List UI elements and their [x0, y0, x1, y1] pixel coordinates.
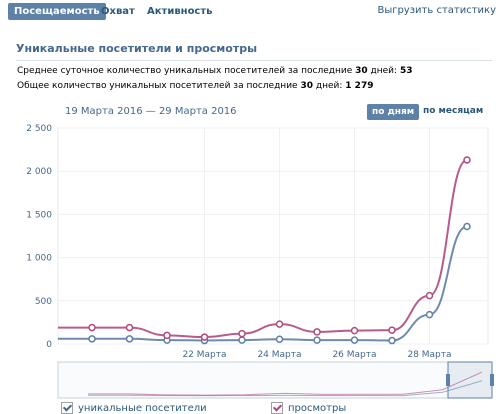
data-point-views — [125, 323, 134, 332]
data-point-views — [350, 326, 359, 335]
avg-visitors-line: Среднее суточное количество уникальных п… — [17, 66, 412, 76]
chart-grid — [57, 127, 489, 345]
avg-mid: дней: — [370, 66, 398, 76]
total-days: 30 — [300, 81, 313, 91]
y-tick-label: 2 000 — [26, 167, 52, 177]
legend-views-label: просмотры — [288, 402, 347, 414]
data-point-visitors — [388, 336, 396, 345]
y-tick-label: 2 500 — [26, 124, 52, 134]
x-tick-label: 28 Марта — [407, 350, 451, 360]
x-tick-label: 22 Марта — [182, 350, 226, 360]
y-tick-label: 0 — [46, 340, 52, 350]
date-range[interactable]: 19 Марта 2016 — 29 Марта 2016 — [65, 106, 237, 117]
data-point-views — [388, 326, 396, 334]
data-point-visitors — [238, 336, 246, 344]
total-label: Общее количество уникальных посетителей … — [17, 81, 298, 91]
plot-area — [57, 127, 489, 345]
series-line-views — [58, 159, 468, 339]
data-point-visitors — [88, 335, 96, 343]
x-tick-label: 26 Марта — [332, 350, 376, 360]
data-point-views — [88, 323, 96, 332]
checkbox-icon[interactable] — [61, 402, 73, 414]
data-point-visitors — [425, 310, 434, 319]
total-mid: дней: — [315, 81, 343, 91]
x-axis-ticks: 22 Марта 24 Марта 26 Марта 28 Марта — [182, 350, 451, 360]
data-point-views — [425, 291, 434, 300]
data-point-visitors — [350, 336, 359, 344]
data-point-views — [275, 320, 284, 328]
data-point-visitors — [463, 222, 471, 231]
navigator-handle-right — [490, 374, 494, 386]
legend-visitors[interactable]: уникальные посетители — [61, 402, 207, 414]
total-visitors-line: Общее количество уникальных посетителей … — [17, 81, 373, 91]
avg-label: Среднее суточное количество уникальных п… — [17, 66, 353, 76]
by-days-button[interactable]: по дням — [367, 104, 420, 120]
section-title: Уникальные посетители и просмотры — [16, 42, 492, 61]
data-point-views — [313, 328, 321, 336]
data-point-views — [238, 329, 246, 338]
data-point-views — [463, 156, 471, 164]
avg-days: 30 — [355, 66, 368, 76]
data-point-visitors — [275, 335, 284, 343]
tab-activity[interactable]: Активность — [147, 6, 213, 17]
legend-visitors-label: уникальные посетители — [78, 402, 207, 414]
data-point-views — [163, 331, 171, 340]
total-value: 1 279 — [345, 81, 374, 91]
y-tick-label: 1 500 — [26, 210, 52, 220]
legend-views[interactable]: просмотры — [271, 402, 346, 414]
chart-series — [58, 156, 471, 345]
line-chart: 0 500 1 000 1 500 2 000 2 500 22 Марта 24 Март… — [26, 124, 494, 399]
y-axis-ticks: 0 500 1 000 1 500 2 000 2 500 — [26, 124, 52, 350]
export-stats-link[interactable]: Выгрузить статистику — [377, 5, 496, 16]
by-months-button[interactable]: по месяцам — [423, 106, 484, 116]
range-navigator[interactable] — [57, 361, 494, 399]
navigator-frame — [57, 361, 493, 399]
data-point-visitors — [125, 335, 134, 343]
data-point-views — [200, 333, 209, 341]
y-tick-label: 500 — [35, 297, 52, 307]
x-tick-label: 24 Марта — [257, 350, 301, 360]
navigator-line-visitors — [88, 380, 483, 397]
data-point-visitors — [313, 336, 321, 344]
tab-attendance[interactable]: Посещаемость — [8, 3, 106, 20]
y-tick-label: 1 000 — [26, 254, 52, 264]
navigator-handle-left — [446, 374, 450, 386]
navigator-selection — [447, 361, 493, 399]
tab-reach[interactable]: Охват — [101, 6, 135, 17]
tabs-bar: Посещаемость Охват Активность Выгрузить … — [0, 0, 500, 26]
navigator-line-views — [88, 371, 483, 396]
checkbox-icon[interactable] — [271, 402, 283, 414]
avg-value: 53 — [399, 66, 413, 76]
